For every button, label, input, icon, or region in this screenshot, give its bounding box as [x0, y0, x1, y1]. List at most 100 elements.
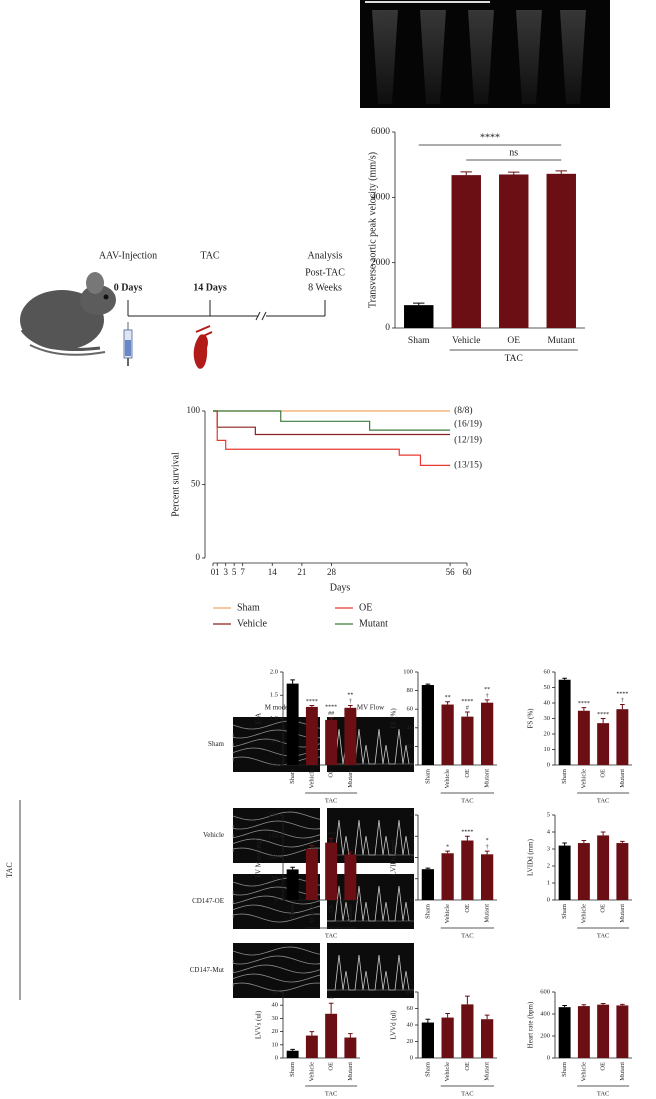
x-tick-label: 5: [232, 567, 237, 577]
y-tick-label: 20: [407, 1038, 414, 1045]
significance: #: [466, 705, 469, 711]
bar: [305, 1035, 318, 1058]
mouse-illustration: [20, 272, 116, 356]
bar: [421, 685, 434, 765]
error-bar: [620, 704, 625, 710]
x-tick-label: OE: [507, 336, 520, 346]
error-bar: [620, 1003, 625, 1006]
bar: [481, 854, 494, 900]
y-tick-label: 50: [191, 479, 201, 489]
bar: [558, 1007, 571, 1058]
x-tick-label: Mutant: [484, 769, 491, 788]
x-tick-label: Sham: [289, 904, 296, 919]
echo-image: [327, 874, 414, 929]
x-tick-label: Mutant: [619, 769, 626, 788]
event-detail: Post-TAC: [305, 267, 345, 278]
y-axis-label: LVIDs (mm): [390, 839, 398, 876]
x-tick-label: OE: [464, 769, 471, 778]
y-tick-label: 20: [272, 1028, 279, 1035]
x-tick-label: OE: [600, 904, 607, 913]
y-tick-label: 4000: [371, 193, 390, 203]
significance: †: [349, 699, 352, 705]
bar: [558, 679, 571, 765]
survival-line: [213, 410, 451, 466]
y-tick-label: 5: [547, 811, 550, 818]
x-tick-label: 56: [446, 567, 456, 577]
significance: **: [328, 997, 334, 1003]
x-tick-label: Vehicle: [452, 336, 481, 346]
bar: [344, 1037, 357, 1058]
event-label: Analysis: [308, 250, 343, 261]
echo-row-label: Sham: [208, 740, 225, 748]
y-tick-label: 10: [544, 746, 551, 753]
error-bar: [581, 707, 587, 711]
y-tick-label: 0: [410, 1054, 413, 1061]
bar: [597, 1004, 610, 1058]
y-tick-label: 0: [275, 896, 278, 903]
y-tick-label: 20: [544, 730, 551, 737]
echo-panel: [232, 717, 414, 998]
x-tick-label: 0: [211, 567, 216, 577]
group-label: TAC: [597, 1090, 609, 1097]
error-bar: [425, 683, 431, 686]
bar: [344, 854, 357, 900]
error-bar: [425, 867, 431, 870]
syringe-icon: [123, 322, 133, 366]
group-label: TAC: [461, 1090, 473, 1097]
legend-label: Mutant: [359, 618, 388, 629]
group-label: TAC: [461, 932, 473, 939]
error-bar: [465, 995, 470, 1005]
bar: [325, 1013, 338, 1058]
error-bar: [484, 850, 490, 855]
bar: [546, 173, 576, 328]
error-bar: [290, 866, 295, 870]
echo-row-label: Vehicle: [203, 831, 224, 839]
error-bar: [581, 1004, 587, 1007]
error-bar: [562, 842, 567, 846]
event-detail: 8 Weeks: [308, 282, 342, 293]
y-tick-label: 3: [547, 845, 550, 852]
error-bar: [460, 171, 472, 176]
x-tick-label: Vehicle: [580, 1062, 587, 1082]
event-label: AAV-Injection: [99, 250, 157, 261]
event-time: 0 Days: [114, 282, 143, 293]
bar: [325, 719, 338, 765]
bar: [461, 716, 474, 765]
bar: [616, 843, 629, 900]
error-bar: [600, 718, 606, 724]
x-tick-label: Vehicle: [308, 904, 315, 924]
group-label: TAC: [325, 797, 337, 804]
x-tick-label: 28: [327, 567, 337, 577]
bar: [344, 707, 357, 765]
y-tick-label: 40: [272, 1002, 279, 1009]
y-tick-label: 30: [272, 1015, 279, 1022]
y-axis-label: Percent survival: [170, 452, 181, 517]
significance: ##: [328, 711, 334, 717]
bar: [286, 869, 299, 900]
x-tick-label: Mutant: [484, 904, 491, 923]
y-tick-label: 150: [268, 833, 278, 840]
bar: [616, 709, 629, 765]
y-tick-label: 60: [544, 668, 551, 675]
echo-group-label: TAC: [5, 862, 14, 877]
significance: †: [486, 845, 489, 851]
bar: [481, 1019, 494, 1058]
echo-trace: [232, 720, 321, 766]
y-axis-label: Transverse aortic peak velocity (mm/s): [367, 152, 378, 308]
error-bar: [600, 1003, 606, 1005]
bar: [577, 1006, 590, 1058]
y-tick-label: 600: [540, 988, 550, 995]
y-axis-label: LVVd (ul): [390, 1010, 398, 1040]
y-tick-label: 40: [407, 1021, 414, 1028]
error-bar: [309, 1031, 315, 1036]
y-tick-label: 2000: [371, 258, 390, 268]
x-tick-label: Mutant: [619, 1062, 626, 1081]
echo-image: [233, 943, 320, 998]
x-tick-label: OE: [464, 904, 471, 913]
y-tick-label: 100: [403, 668, 413, 675]
event-label: TAC: [200, 250, 220, 261]
y-tick-label: 2: [547, 862, 550, 869]
group-label: TAC: [505, 354, 523, 364]
error-bar: [445, 701, 450, 705]
y-tick-label: 1: [410, 875, 413, 882]
